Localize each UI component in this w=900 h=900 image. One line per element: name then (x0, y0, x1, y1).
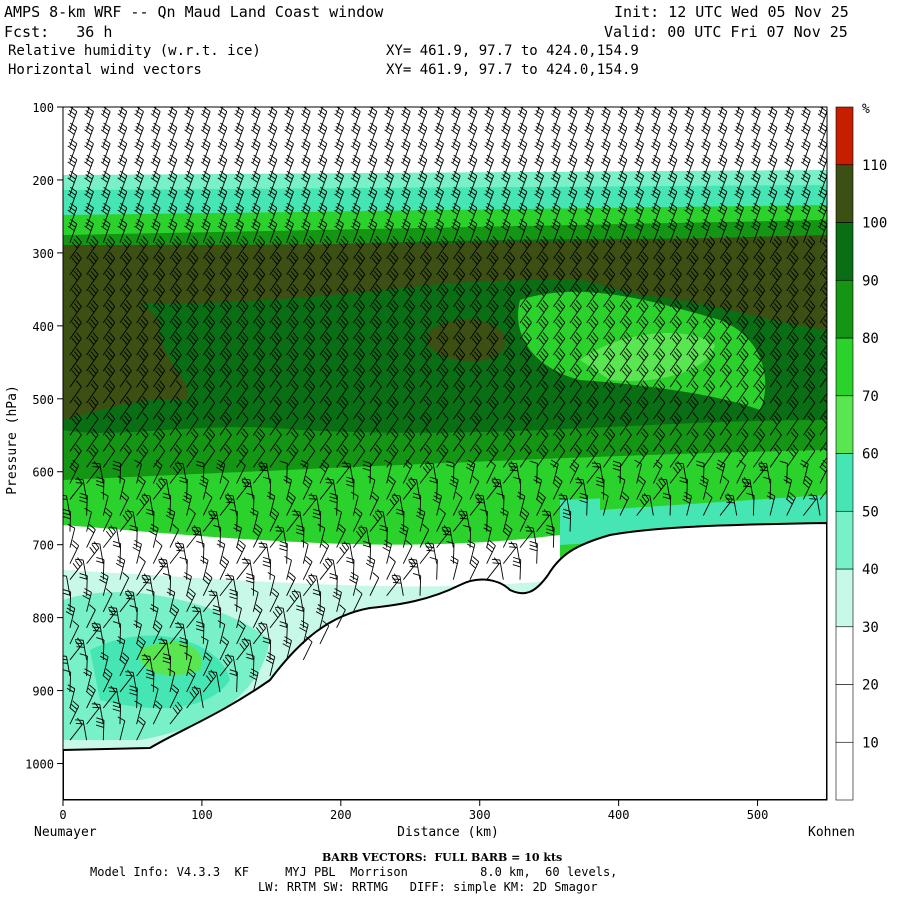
x-right-label: Kohnen (808, 825, 855, 840)
y-tick-label: 100 (32, 101, 54, 115)
physics-info: LW: RRTM SW: RRTMG DIFF: simple KM: 2D S… (258, 881, 598, 893)
model-info: Model Info: V4.3.3 KF MYJ PBL Morrison 8… (90, 866, 617, 878)
colorbar-label: 50 (862, 504, 879, 520)
colorbar-segment (836, 627, 853, 685)
colorbar-label: 80 (862, 331, 879, 347)
colorbar-label: 10 (862, 735, 879, 751)
colorbar-segment (836, 685, 853, 743)
colorbar-label: 90 (862, 273, 879, 289)
colorbar-segment (836, 107, 853, 165)
colorbar-label: 60 (862, 447, 879, 463)
x-tick-label: 300 (469, 808, 491, 822)
rh-contour-fill (63, 107, 827, 800)
colorbar-label: 70 (862, 389, 879, 405)
x-axis-label: Distance (km) (397, 825, 499, 840)
colorbar: 10 20 30 40 50 60 70 80 90 100 110 (836, 107, 887, 800)
colorbar-segment (836, 223, 853, 281)
x-tick-label: 200 (330, 808, 352, 822)
y-tick-label: 400 (32, 320, 54, 334)
colorbar-segment (836, 454, 853, 512)
colorbar-segment (836, 511, 853, 569)
colorbar-segment (836, 569, 853, 627)
y-tick-label: 700 (32, 539, 54, 553)
x-tick-label: 0 (59, 808, 66, 822)
colorbar-segment (836, 280, 853, 338)
y-tick-label: 500 (32, 393, 54, 407)
x-axis: 0 100 200 300 400 500 (59, 800, 768, 822)
colorbar-label: 40 (862, 562, 879, 578)
colorbar-label: 100 (862, 216, 887, 232)
colorbar-segment (836, 338, 853, 396)
colorbar-label: 30 (862, 620, 879, 636)
y-tick-label: 1000 (25, 758, 54, 772)
y-tick-label: 600 (32, 466, 54, 480)
x-left-label: Neumayer (34, 825, 97, 840)
y-tick-label: 800 (32, 612, 54, 626)
colorbar-unit: % (862, 102, 870, 117)
y-tick-label: 300 (32, 247, 54, 261)
y-axis: 100 200 300 400 500 600 700 800 900 1000 (25, 101, 63, 772)
colorbar-segment (836, 396, 853, 454)
colorbar-label: 20 (862, 678, 879, 694)
y-axis-label: Pressure (hPa) (5, 385, 20, 495)
barb-note: BARB VECTORS: FULL BARB = 10 kts (322, 852, 562, 863)
y-tick-label: 200 (32, 174, 54, 188)
x-tick-label: 400 (608, 808, 630, 822)
colorbar-segment (836, 165, 853, 223)
y-tick-label: 900 (32, 685, 54, 699)
x-tick-label: 500 (747, 808, 769, 822)
x-tick-label: 100 (191, 808, 213, 822)
colorbar-segment (836, 742, 853, 800)
colorbar-label: 110 (862, 158, 887, 174)
